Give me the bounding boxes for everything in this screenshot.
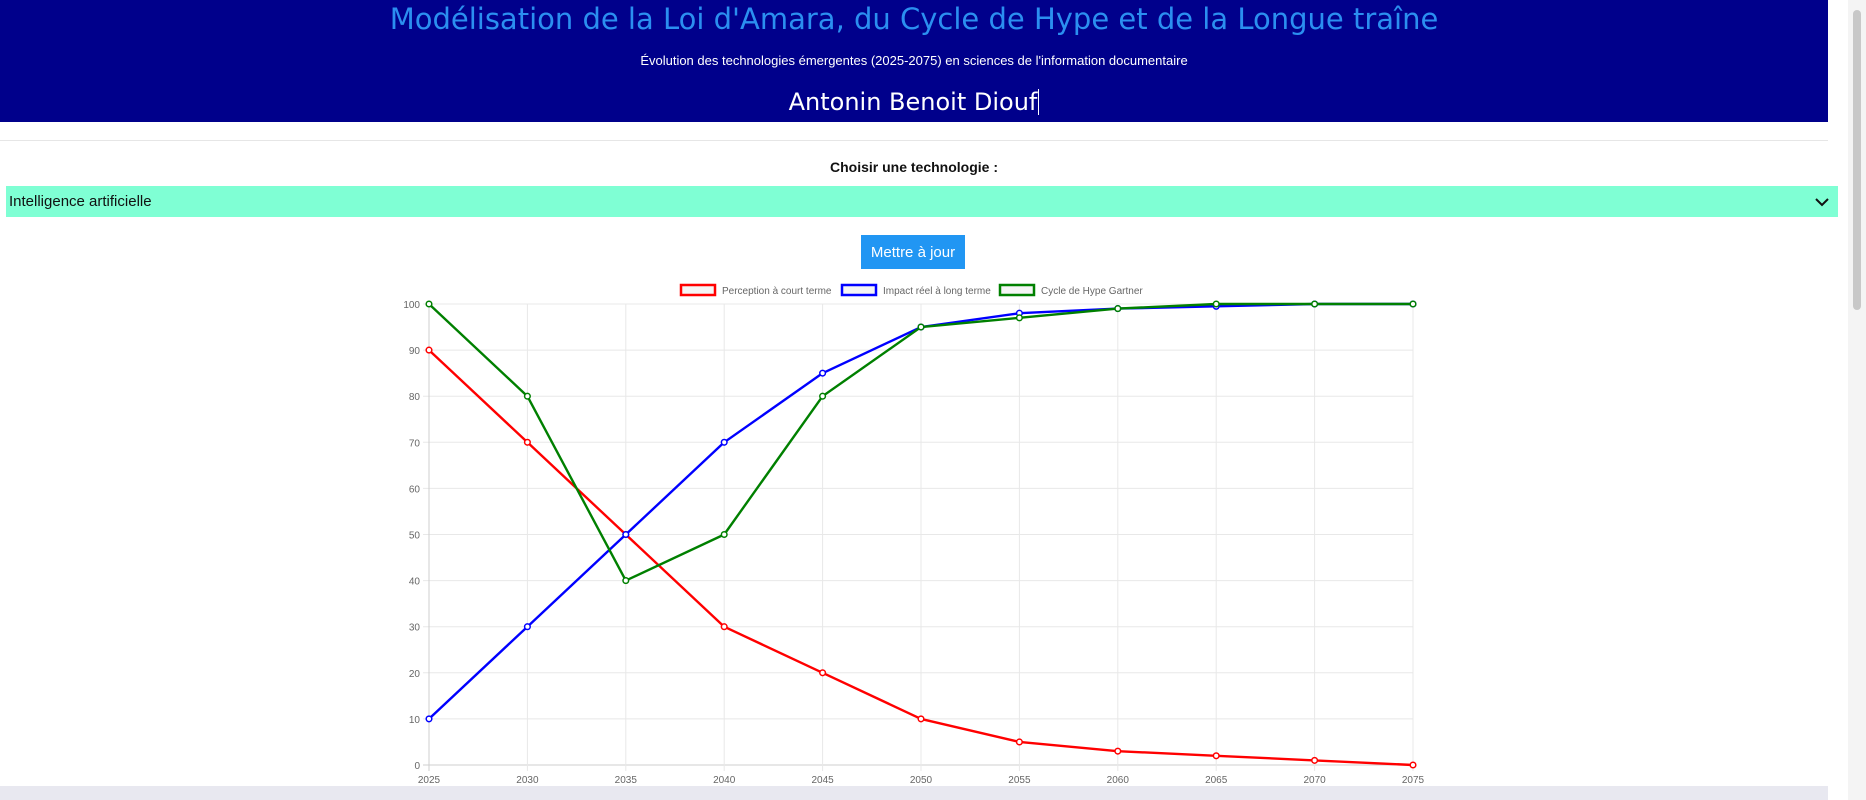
data-point [1015,738,1023,746]
data-point [1311,756,1319,764]
y-tick-label: 100 [403,300,420,311]
data-point [425,346,433,354]
data-point [622,530,630,539]
x-tick-label: 2070 [1303,775,1326,786]
data-point [1114,747,1122,755]
y-tick-label: 60 [409,484,421,495]
technology-select[interactable]: Intelligence artificielle [6,186,1838,217]
y-tick-label: 50 [409,531,421,542]
author-text: Antonin Benoit Diouf [788,88,1038,116]
x-tick-label: 2075 [1402,775,1425,786]
data-point [523,623,531,631]
y-tick-label: 0 [414,761,420,772]
y-tick-label: 10 [409,715,421,726]
data-point [819,392,827,400]
x-tick-label: 2040 [713,775,736,786]
data-point [425,300,433,308]
data-point [1212,300,1220,308]
chevron-down-icon [1815,198,1829,207]
scrollbar-thumb[interactable] [1853,10,1861,310]
vertical-scrollbar[interactable] [1848,0,1866,800]
x-tick-label: 2035 [615,775,638,786]
y-tick-label: 70 [409,438,421,449]
legend-swatch [840,283,878,297]
data-point [1015,314,1023,322]
update-button[interactable]: Mettre à jour [861,235,965,269]
data-point [523,392,531,400]
data-point [720,530,728,539]
data-point [819,369,827,377]
data-point [622,577,630,585]
data-point [917,715,925,723]
data-point [1114,305,1122,313]
bottom-toolbar [0,786,1828,800]
data-point [523,438,531,446]
page-title: Modélisation de la Loi d'Amara, du Cycle… [389,2,1439,36]
data-point [1409,761,1417,769]
legend-swatch [679,283,717,297]
x-tick-label: 2065 [1205,775,1228,786]
technology-select-label: Choisir une technologie : [829,159,998,175]
data-point [1212,752,1220,760]
data-point [720,623,728,631]
technology-select-value: Intelligence artificielle [9,193,152,210]
data-point [1311,300,1319,308]
page-header: Modélisation de la Loi d'Amara, du Cycle… [0,0,1828,122]
x-tick-label: 2060 [1107,775,1130,786]
legend-swatch [998,283,1036,297]
data-point [819,669,827,677]
divider [0,140,1828,141]
y-tick-label: 90 [409,346,421,357]
y-tick-label: 20 [409,669,421,680]
x-tick-label: 2050 [910,775,933,786]
data-point [1409,300,1417,308]
legend-label: Impact réel à long terme [883,286,991,297]
y-tick-label: 40 [409,577,421,588]
data-point [425,715,433,723]
data-point [917,323,925,331]
x-tick-label: 2025 [418,775,441,786]
text-cursor [1038,89,1040,115]
y-tick-label: 80 [409,392,421,403]
x-tick-label: 2030 [516,775,539,786]
data-point [720,438,728,446]
legend-label: Perception à court terme [722,286,832,297]
y-tick-label: 30 [409,623,421,634]
legend-label: Cycle de Hype Gartner [1041,286,1143,297]
x-tick-label: 2055 [1008,775,1031,786]
author-name[interactable]: Antonin Benoit Diouf [0,88,1828,116]
x-tick-label: 2045 [811,775,834,786]
page-subtitle: Évolution des technologies émergentes (2… [640,53,1188,68]
